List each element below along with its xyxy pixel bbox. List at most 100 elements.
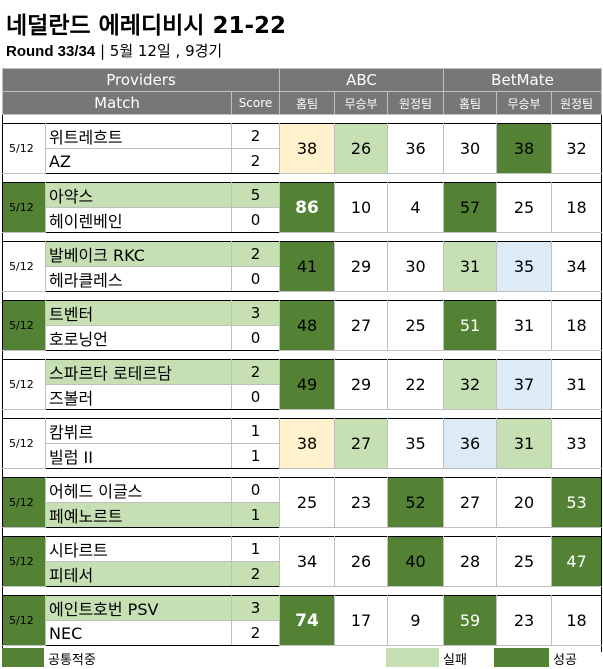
page-title: 네덜란드 에레디비시 21-22	[6, 13, 287, 39]
row-gap	[2, 409, 602, 419]
legend-success-label: 성공	[553, 653, 577, 668]
abc-away-prob: 4	[387, 182, 444, 233]
match-row-away: 즈볼러 0	[3, 384, 602, 410]
abc-away-prob: 40	[387, 536, 444, 587]
away-team: 즈볼러	[45, 384, 232, 410]
row-gap	[2, 350, 602, 360]
betmate-away-prob: 18	[551, 182, 602, 233]
betmate-away-header: 원정팀	[551, 91, 602, 115]
abc-draw-prob: 23	[334, 477, 388, 528]
home-score: 5	[231, 182, 280, 208]
abc-home-prob: 74	[279, 595, 335, 646]
betmate-home-prob: 32	[443, 359, 497, 410]
home-team: 트벤터	[45, 300, 232, 326]
providers-header: Providers	[2, 68, 280, 92]
home-team: 위트레흐트	[45, 123, 232, 149]
betmate-draw-prob: 35	[496, 241, 552, 292]
betmate-draw-prob: 38	[496, 123, 552, 174]
betmate-draw-prob: 37	[496, 359, 552, 410]
match-row-home: 5/12 스파르타 로테르담 2 49 29 22 32 37 31	[2, 359, 602, 410]
match-row-away: 빌럼 II 1	[3, 443, 602, 469]
betmate-draw-prob: 25	[496, 536, 552, 587]
abc-home-prob: 38	[279, 123, 335, 174]
abc-draw-prob: 17	[334, 595, 388, 646]
match-row-home: 5/12 에인트호번 PSV 3 74 17 9 59 23 18	[2, 595, 602, 646]
betmate-home-prob: 31	[443, 241, 497, 292]
away-score: 2	[231, 620, 280, 646]
match-date: 5/12	[2, 595, 46, 646]
abc-home-prob: 48	[279, 300, 335, 351]
away-team: 페예노르트	[45, 502, 232, 528]
away-score: 0	[231, 207, 280, 233]
betmate-away-prob: 18	[551, 595, 602, 646]
away-score: 1	[231, 443, 280, 469]
abc-home-prob: 34	[279, 536, 335, 587]
away-score: 1	[231, 502, 280, 528]
betmate-home-prob: 30	[443, 123, 497, 174]
match-date: 5/12	[2, 477, 46, 528]
abc-header: ABC	[279, 68, 444, 92]
betmate-away-prob: 34	[551, 241, 602, 292]
abc-home-header: 홈팀	[279, 91, 335, 115]
date-info: | 5월 12일 , 9경기	[95, 42, 223, 60]
match-row-home: 5/12 발베이크 RKC 2 41 29 30 31 35 34	[2, 241, 602, 292]
home-score: 2	[231, 359, 280, 385]
abc-home-prob: 38	[279, 418, 335, 469]
away-team: 피테서	[45, 561, 232, 587]
abc-away-prob: 52	[387, 477, 444, 528]
score-header: Score	[231, 91, 280, 115]
home-team: 발베이크 RKC	[45, 241, 232, 267]
betmate-away-prob: 47	[551, 536, 602, 587]
betmate-draw-prob: 31	[496, 418, 552, 469]
prediction-table: Providers ABC BetMate Match Score 홈팀 무승부…	[2, 68, 602, 652]
match-row-home: 5/12 캄뷔르 1 38 27 35 36 31 33	[2, 418, 602, 469]
abc-draw-prob: 26	[334, 536, 388, 587]
betmate-draw-prob: 25	[496, 182, 552, 233]
match-row-away: 피테서 2	[3, 561, 602, 587]
abc-home-prob: 86	[279, 182, 335, 233]
row-gap	[2, 291, 602, 301]
match-row-away: 페예노르트 1	[3, 502, 602, 528]
home-team: 시타르트	[45, 536, 232, 562]
abc-draw-prob: 26	[334, 123, 388, 174]
betmate-draw-header: 무승부	[496, 91, 552, 115]
home-team: 에인트호번 PSV	[45, 595, 232, 621]
betmate-draw-prob: 23	[496, 595, 552, 646]
betmate-header: BetMate	[443, 68, 602, 92]
match-date: 5/12	[2, 359, 46, 410]
row-gap	[2, 527, 602, 537]
row-gap	[2, 232, 602, 242]
abc-draw-header: 무승부	[334, 91, 388, 115]
abc-home-prob: 49	[279, 359, 335, 410]
betmate-away-prob: 32	[551, 123, 602, 174]
round-info: Round 33/34 | 5월 12일 , 9경기	[6, 40, 222, 61]
legend: 공통적중 실패 성공	[2, 648, 601, 668]
match-date: 5/12	[2, 418, 46, 469]
home-score: 3	[231, 595, 280, 621]
betmate-home-prob: 59	[443, 595, 497, 646]
betmate-away-prob: 33	[551, 418, 602, 469]
row-gap	[2, 586, 602, 596]
match-date: 5/12	[2, 300, 46, 351]
abc-draw-prob: 27	[334, 300, 388, 351]
home-team: 스파르타 로테르담	[45, 359, 232, 385]
home-score: 3	[231, 300, 280, 326]
match-row-away: 헤이렌베인 0	[3, 207, 602, 233]
away-team: 헤라클레스	[45, 266, 232, 292]
betmate-draw-prob: 20	[496, 477, 552, 528]
away-score: 2	[231, 561, 280, 587]
away-team: 호로닝언	[45, 325, 232, 351]
abc-draw-prob: 29	[334, 241, 388, 292]
betmate-home-prob: 27	[443, 477, 497, 528]
legend-fail-label: 실패	[443, 653, 467, 668]
match-row-away: NEC 2	[3, 620, 602, 646]
abc-draw-prob: 10	[334, 182, 388, 233]
home-score: 2	[231, 123, 280, 149]
betmate-home-prob: 57	[443, 182, 497, 233]
home-team: 어헤드 이글스	[45, 477, 232, 503]
home-score: 1	[231, 418, 280, 444]
betmate-draw-prob: 31	[496, 300, 552, 351]
home-team: 캄뷔르	[45, 418, 232, 444]
abc-home-prob: 41	[279, 241, 335, 292]
match-date: 5/12	[2, 123, 46, 174]
